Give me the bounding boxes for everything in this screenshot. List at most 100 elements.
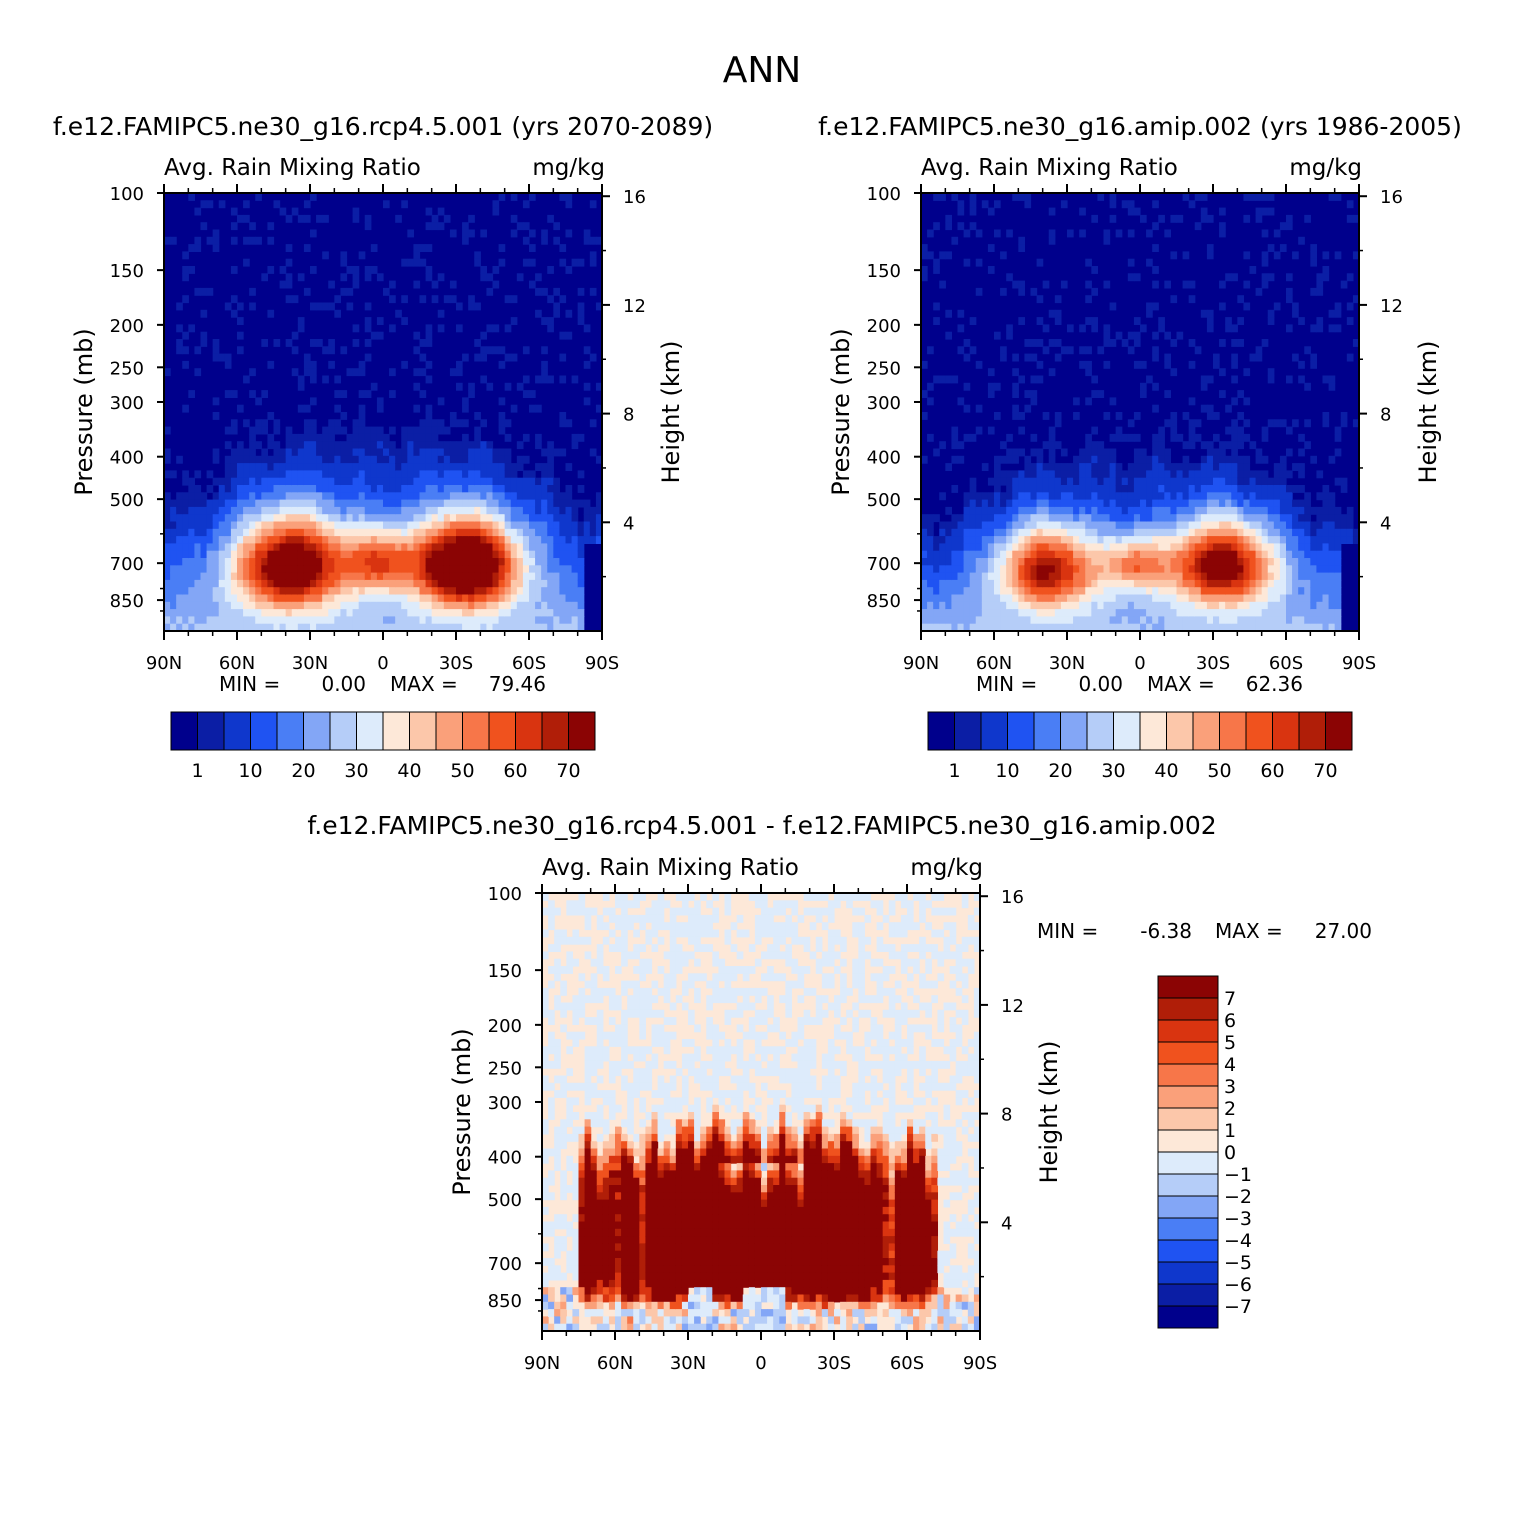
field-cell (486, 616, 494, 625)
field-cell (1030, 375, 1038, 384)
field-cell (310, 492, 317, 501)
field-cell (1182, 558, 1190, 566)
field-cell (364, 601, 372, 610)
field-cell (1024, 492, 1032, 501)
field-cell (364, 528, 372, 537)
field-cell (1164, 455, 1172, 464)
field-cell (1298, 470, 1305, 479)
field-cell (1127, 623, 1135, 631)
field-cell (218, 521, 226, 530)
field-cell (261, 455, 269, 464)
field-cell (255, 579, 262, 588)
field-cell (1115, 536, 1123, 544)
field-cell (468, 506, 475, 515)
field-cell (212, 623, 220, 631)
field-cell (456, 448, 463, 457)
field-cell (566, 1112, 574, 1120)
field-cell (492, 463, 500, 471)
field-cell (194, 609, 202, 617)
field-cell (164, 543, 171, 552)
field-cell (529, 587, 536, 596)
field-cell (456, 324, 463, 333)
field-cell (1152, 528, 1159, 537)
colorbar-swatch (1060, 711, 1088, 751)
field-cell (480, 514, 488, 523)
field-cell (352, 419, 360, 428)
field-cell (589, 536, 597, 544)
field-cell (535, 565, 542, 574)
field-cell (975, 565, 983, 574)
field-cell (310, 565, 317, 574)
field-cell (627, 914, 634, 923)
field-cell (224, 506, 232, 515)
field-cell (1188, 616, 1196, 625)
field-cell (1286, 587, 1293, 596)
field-cell (608, 1206, 616, 1215)
field-cell (164, 470, 171, 479)
field-cell (297, 616, 305, 625)
field-cell (547, 565, 554, 574)
field-cell (395, 514, 402, 523)
field-cell (578, 1141, 586, 1150)
field-cell (389, 543, 396, 552)
field-cell (608, 907, 616, 916)
field-cell (1018, 375, 1026, 384)
field-cell (389, 463, 396, 471)
field-cell (1206, 412, 1214, 420)
field-cell (474, 565, 481, 574)
field-cell (535, 550, 542, 559)
field-cell (279, 594, 287, 603)
field-cell (182, 273, 189, 282)
field-cell (596, 922, 604, 931)
field-cell (975, 404, 983, 413)
field-cell (1231, 339, 1238, 347)
field-cell (206, 521, 214, 530)
panel-difference: f.e12.FAMIPC5.ne30_g16.rcp4.5.001 - f.e1… (307, 811, 1372, 1374)
field-cell (608, 929, 616, 938)
field-cell (462, 536, 469, 544)
field-cell (310, 193, 317, 201)
field-cell (1225, 455, 1232, 464)
field-cell (1054, 470, 1062, 479)
field-cell (237, 528, 244, 537)
field-cell (987, 499, 995, 508)
field-cell (255, 594, 262, 603)
field-cell (1298, 558, 1305, 566)
field-cell (1304, 514, 1311, 523)
field-cell (578, 1031, 586, 1040)
y2-axis-label: Height (km) (1414, 341, 1442, 484)
field-cell (346, 499, 354, 508)
field-cell (1194, 346, 1202, 355)
field-cell (577, 623, 585, 631)
field-cell (608, 1060, 616, 1069)
field-cell (273, 616, 281, 625)
field-cell (212, 543, 220, 552)
field-cell (1243, 594, 1251, 603)
field-cell (963, 492, 971, 501)
field-cell (249, 623, 256, 631)
field-cell (1298, 594, 1305, 603)
field-cell (584, 1141, 592, 1150)
field-cell (328, 448, 335, 457)
field-cell (310, 550, 317, 559)
field-cell (571, 579, 579, 588)
field-cell (358, 251, 366, 260)
field-cell (1036, 485, 1044, 493)
field-cell (608, 1301, 616, 1310)
field-cell (206, 536, 214, 544)
field-cell (1194, 470, 1202, 479)
field-cell (1006, 587, 1013, 596)
field-cell (297, 441, 305, 450)
field-cell (565, 229, 573, 238)
field-cell (987, 558, 995, 566)
field-cell (1279, 455, 1287, 464)
field-cell (1176, 609, 1184, 617)
field-cell (358, 477, 366, 486)
field-cell (212, 536, 220, 544)
field-cell (1073, 477, 1080, 486)
field-cell (560, 1009, 567, 1018)
field-cell (340, 550, 348, 559)
field-cell (1024, 470, 1032, 479)
field-cell (1340, 485, 1348, 493)
field-cell (975, 601, 983, 610)
